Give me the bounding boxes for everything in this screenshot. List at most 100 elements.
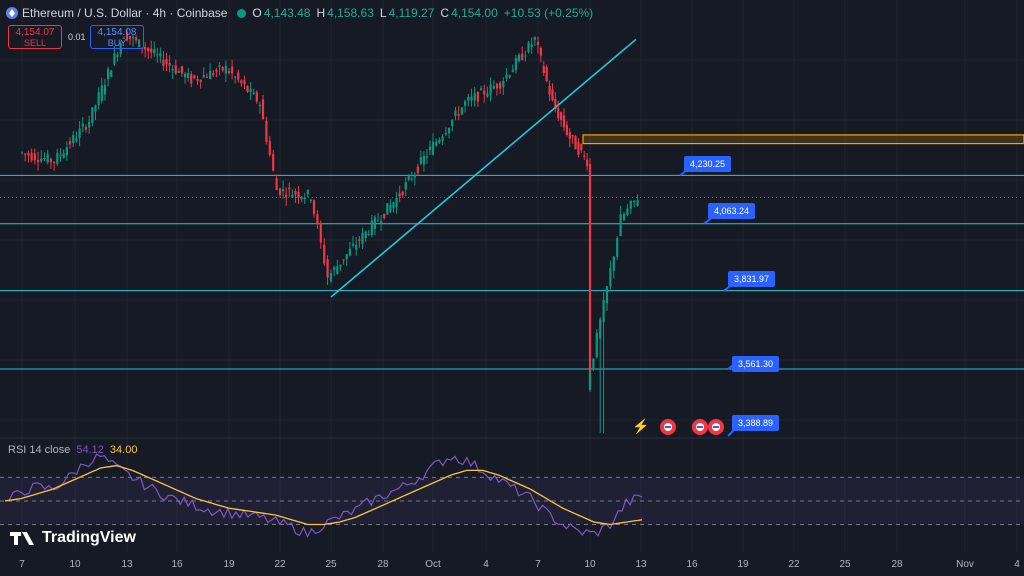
candle-body: [91, 107, 94, 124]
candle-body: [43, 158, 46, 160]
x-tick-label: 25: [325, 559, 337, 570]
candle-body: [205, 76, 209, 78]
buy-button[interactable]: 4,154.08 BUY: [90, 25, 144, 49]
candle-body: [483, 90, 486, 95]
candle-body: [183, 73, 187, 78]
candle-body: [319, 223, 322, 243]
candle-body: [404, 182, 407, 190]
candle-body: [605, 286, 609, 304]
x-tick-label: Oct: [425, 559, 441, 570]
candle-body: [162, 59, 165, 66]
x-tick-label: Nov: [956, 559, 974, 570]
candle-body: [565, 124, 568, 135]
candle-body: [612, 256, 615, 271]
buy-label: BUY: [107, 38, 127, 48]
candle-body: [84, 127, 88, 130]
close-value: 4,154.00: [451, 6, 498, 20]
candle-body: [103, 84, 107, 95]
x-tick-label: 10: [69, 559, 81, 570]
candle-body: [457, 114, 460, 116]
candle-body: [294, 191, 297, 195]
candle-body: [577, 142, 580, 155]
candle-body: [511, 69, 514, 73]
symbol-title[interactable]: Ethereum / U.S. Dollar · 4h · Coinbase: [22, 6, 228, 20]
tradingview-logo-icon: [10, 530, 36, 546]
candle-body: [303, 197, 306, 200]
candle-body: [122, 37, 125, 39]
candle-body: [476, 91, 479, 102]
candle-body: [227, 70, 231, 74]
candle-body: [609, 268, 612, 287]
candle-body: [560, 112, 563, 121]
candle-body: [339, 264, 342, 267]
candle-body: [100, 85, 103, 102]
candle-body: [392, 202, 395, 209]
candle-body: [212, 73, 215, 76]
level-label-4[interactable]: 3,561.30: [732, 356, 780, 372]
candle-body: [329, 273, 333, 282]
candle-body: [326, 259, 329, 278]
candle-body: [234, 76, 237, 78]
us-flag-icon[interactable]: [708, 419, 724, 435]
candle-body: [505, 74, 508, 79]
level-label-2[interactable]: 4,063.24: [708, 203, 756, 219]
level-label-3[interactable]: 3,831.97: [728, 271, 776, 287]
candle-body: [633, 200, 636, 203]
ethereum-icon: [6, 7, 18, 19]
candle-body: [33, 153, 36, 161]
candle-body: [46, 153, 49, 163]
candle-body: [422, 155, 426, 165]
candle-body: [370, 220, 373, 236]
candle-body: [554, 98, 557, 109]
candle-body: [208, 70, 212, 79]
level-label-5[interactable]: 3,388.89: [732, 415, 780, 431]
candle-body: [517, 54, 521, 62]
us-flag-icon[interactable]: [660, 419, 676, 435]
candle-body: [147, 47, 150, 52]
open-value: 4,143.48: [263, 6, 311, 20]
candle-body: [355, 244, 358, 250]
us-flag-icon[interactable]: [692, 419, 708, 435]
rsi-title: RSI 14 close: [8, 444, 71, 456]
low-label: L: [379, 6, 387, 20]
sell-button[interactable]: 4,154.07 SELL: [8, 25, 62, 49]
candle-body: [467, 96, 470, 101]
candle-body: [539, 47, 542, 56]
candle-body: [464, 101, 467, 106]
candle-body: [49, 158, 53, 163]
level-label-1[interactable]: 4,230.25: [684, 156, 732, 172]
candle-body: [583, 155, 586, 157]
candle-body: [451, 119, 454, 127]
candle-body: [514, 57, 518, 71]
candle-body: [113, 53, 116, 65]
candle-body: [395, 197, 398, 208]
candle-body: [536, 41, 540, 46]
candle-body: [116, 54, 119, 58]
candle-body: [309, 199, 313, 201]
candle-body: [36, 159, 40, 163]
event-icon[interactable]: ⚡: [632, 418, 650, 434]
buy-price: 4,154.08: [97, 27, 137, 38]
x-tick-label: 28: [377, 559, 389, 570]
low-value: 4,119.27: [388, 6, 435, 20]
candle-body: [524, 55, 527, 57]
x-tick-label: 4: [1014, 559, 1020, 570]
candle-body: [224, 65, 227, 74]
candle-body: [134, 37, 138, 41]
candle-body: [619, 214, 622, 237]
candle-body: [389, 204, 392, 213]
candle-body: [580, 144, 583, 151]
spread-value: 0.01: [68, 32, 86, 42]
x-tick-label: 19: [737, 559, 749, 570]
rsi-legend[interactable]: RSI 14 close 54.12 34.00: [8, 444, 137, 456]
x-tick-label: 7: [535, 559, 541, 570]
candle-body: [398, 193, 401, 197]
candle-body: [68, 140, 72, 145]
x-tick-label: 16: [171, 559, 183, 570]
candle-body: [202, 75, 205, 78]
candle-body: [542, 66, 545, 74]
change-value: +10.53 (+0.25%): [503, 6, 594, 20]
candle-body: [165, 59, 168, 65]
candle-body: [65, 147, 68, 156]
